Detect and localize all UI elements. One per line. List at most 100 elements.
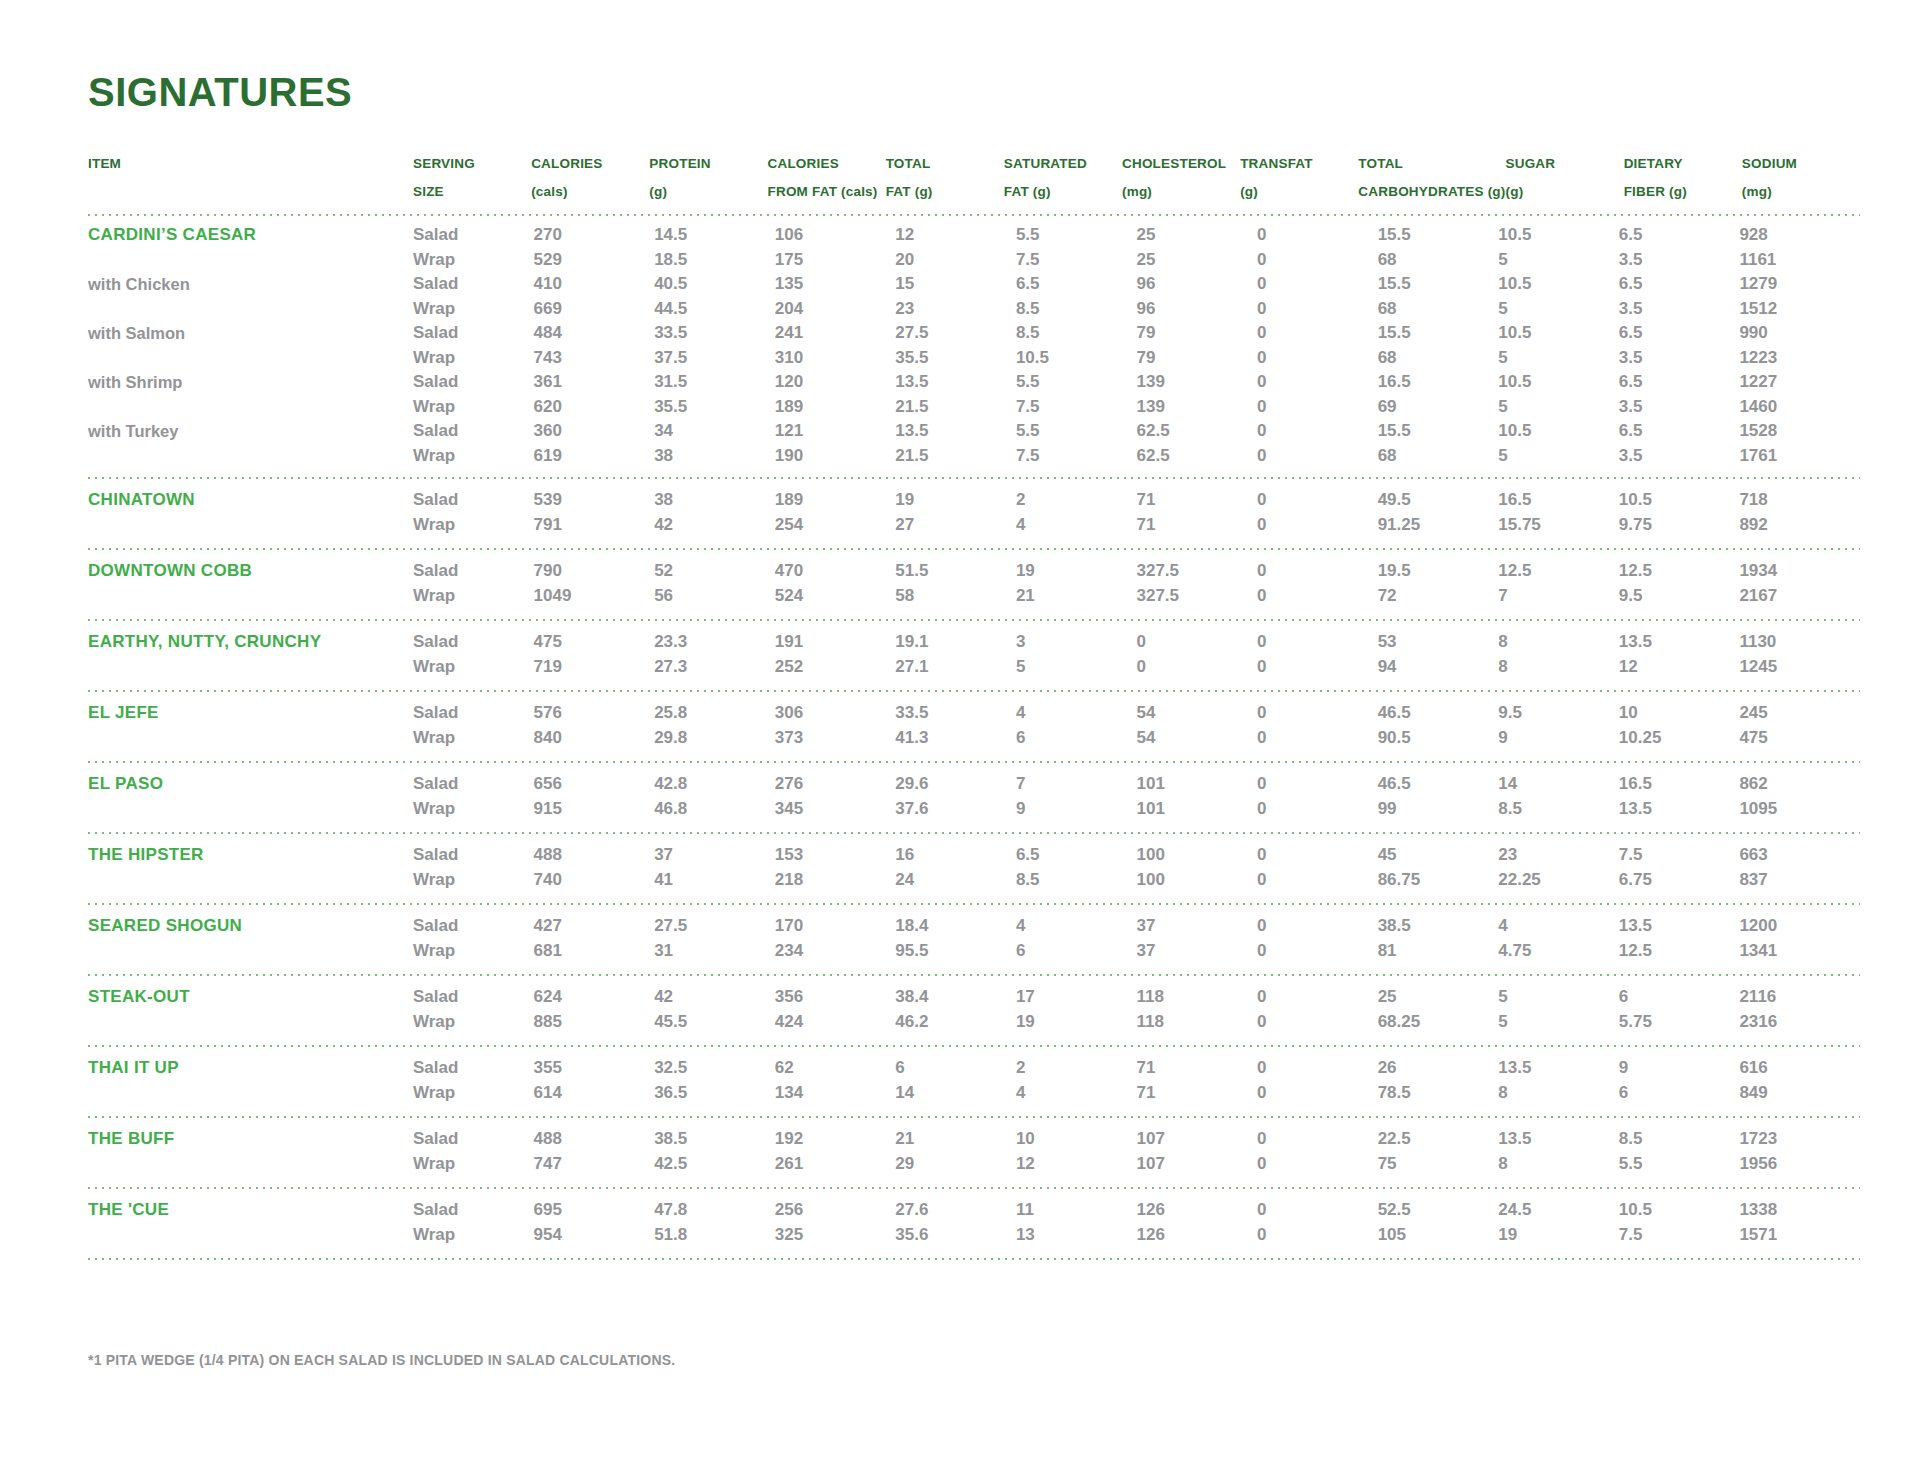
table-row: with SalmonSalad48433.524127.58.579015.5… <box>88 321 1860 346</box>
value-cell-sodium: 2316 <box>1739 1010 1860 1035</box>
value-cell-transfat: 0 <box>1257 395 1378 420</box>
table-row: Wrap1049565245821327.507279.52167 <box>88 584 1860 609</box>
value-cell-dietary-fiber: 8.5 <box>1619 1127 1740 1152</box>
value-cell-saturated-fat: 19 <box>1016 1010 1137 1035</box>
serving-size-cell: Wrap <box>413 939 534 964</box>
value-cell-transfat: 0 <box>1257 726 1378 751</box>
value-cell-protein: 31.5 <box>654 370 775 395</box>
value-cell-dietary-fiber: 9.5 <box>1619 584 1740 609</box>
value-cell-transfat: 0 <box>1257 772 1378 797</box>
value-cell-protein: 23.3 <box>654 630 775 655</box>
value-cell-dietary-fiber: 10.5 <box>1619 1198 1740 1223</box>
value-cell-protein: 37.5 <box>654 346 775 371</box>
value-cell-calories: 619 <box>534 444 655 469</box>
value-cell-transfat: 0 <box>1257 223 1378 248</box>
value-cell-calories-from-fat: 189 <box>775 488 896 513</box>
value-cell-transfat: 0 <box>1257 370 1378 395</box>
value-cell-transfat: 0 <box>1257 868 1378 893</box>
value-cell-saturated-fat: 3 <box>1016 630 1137 655</box>
value-cell-sugar: 5 <box>1498 985 1619 1010</box>
value-cell-calories-from-fat: 470 <box>775 559 896 584</box>
value-cell-calories-from-fat: 192 <box>775 1127 896 1152</box>
value-cell-sodium: 475 <box>1739 726 1860 751</box>
value-cell-calories: 475 <box>534 630 655 655</box>
value-cell-transfat: 0 <box>1257 985 1378 1010</box>
serving-size-cell: Wrap <box>413 1152 534 1177</box>
column-header-cholesterol: CHOLESTEROL(mg) <box>1122 150 1240 206</box>
value-cell-calories-from-fat: 190 <box>775 444 896 469</box>
value-cell-calories: 885 <box>534 1010 655 1035</box>
value-cell-calories: 695 <box>534 1198 655 1223</box>
column-header-total-fat: TOTALFAT (g) <box>886 150 1004 206</box>
value-cell-total-carbohydrates: 52.5 <box>1378 1198 1499 1223</box>
value-cell-calories-from-fat: 170 <box>775 914 896 939</box>
value-cell-sodium: 2116 <box>1739 985 1860 1010</box>
value-cell-sugar: 16.5 <box>1498 488 1619 513</box>
value-cell-calories: 361 <box>534 370 655 395</box>
column-header-calories: CALORIES(cals) <box>531 150 649 206</box>
value-cell-protein: 25.8 <box>654 701 775 726</box>
value-cell-cholesterol: 126 <box>1137 1198 1258 1223</box>
value-cell-dietary-fiber: 6.5 <box>1619 370 1740 395</box>
value-cell-sodium: 1130 <box>1739 630 1860 655</box>
value-cell-protein: 42.8 <box>654 772 775 797</box>
value-cell-sugar: 13.5 <box>1498 1127 1619 1152</box>
value-cell-saturated-fat: 2 <box>1016 488 1137 513</box>
value-cell-total-carbohydrates: 19.5 <box>1378 559 1499 584</box>
value-cell-calories: 790 <box>534 559 655 584</box>
table-row: EARTHY, NUTTY, CRUNCHYSalad47523.319119.… <box>88 630 1860 655</box>
value-cell-cholesterol: 100 <box>1137 868 1258 893</box>
value-cell-saturated-fat: 7.5 <box>1016 248 1137 273</box>
value-cell-calories: 576 <box>534 701 655 726</box>
value-cell-sodium: 862 <box>1739 772 1860 797</box>
value-cell-calories: 620 <box>534 395 655 420</box>
value-cell-protein: 42 <box>654 513 775 538</box>
value-cell-total-carbohydrates: 22.5 <box>1378 1127 1499 1152</box>
value-cell-transfat: 0 <box>1257 559 1378 584</box>
value-cell-saturated-fat: 7.5 <box>1016 444 1137 469</box>
value-cell-sugar: 4 <box>1498 914 1619 939</box>
value-cell-dietary-fiber: 6.5 <box>1619 321 1740 346</box>
menu-section: THE 'CUESalad69547.825627.611126052.524.… <box>88 1189 1860 1258</box>
value-cell-protein: 33.5 <box>654 321 775 346</box>
value-cell-total-carbohydrates: 78.5 <box>1378 1081 1499 1106</box>
serving-size-cell: Salad <box>413 321 534 346</box>
value-cell-sodium: 849 <box>1739 1081 1860 1106</box>
value-cell-calories: 915 <box>534 797 655 822</box>
menu-section: THE HIPSTERSalad48837153166.5100045237.5… <box>88 834 1860 903</box>
table-row: Wrap74041218248.5100086.7522.256.75837 <box>88 868 1860 893</box>
serving-size-cell: Salad <box>413 1056 534 1081</box>
value-cell-calories: 954 <box>534 1223 655 1248</box>
serving-size-cell: Wrap <box>413 395 534 420</box>
value-cell-sodium: 718 <box>1739 488 1860 513</box>
value-cell-calories-from-fat: 121 <box>775 419 896 444</box>
value-cell-sodium: 616 <box>1739 1056 1860 1081</box>
page-title: SIGNATURES <box>88 70 1860 114</box>
value-cell-total-carbohydrates: 15.5 <box>1378 321 1499 346</box>
serving-size-cell: Wrap <box>413 513 534 538</box>
value-cell-total-fat: 58 <box>895 584 1016 609</box>
table-row: CHINATOWNSalad5393818919271049.516.510.5… <box>88 488 1860 513</box>
value-cell-calories-from-fat: 276 <box>775 772 896 797</box>
value-cell-transfat: 0 <box>1257 248 1378 273</box>
value-cell-transfat: 0 <box>1257 843 1378 868</box>
dotted-divider <box>88 1258 1860 1260</box>
table-row: Wrap61436.513414471078.586849 <box>88 1081 1860 1106</box>
value-cell-cholesterol: 96 <box>1137 272 1258 297</box>
serving-size-cell: Salad <box>413 843 534 868</box>
value-cell-protein: 46.8 <box>654 797 775 822</box>
column-header-serving-size: SERVINGSIZE <box>413 150 531 206</box>
table-row: Wrap95451.832535.6131260105197.51571 <box>88 1223 1860 1248</box>
value-cell-protein: 38 <box>654 488 775 513</box>
value-cell-cholesterol: 37 <box>1137 939 1258 964</box>
value-cell-cholesterol: 79 <box>1137 346 1258 371</box>
value-cell-cholesterol: 107 <box>1137 1127 1258 1152</box>
value-cell-sodium: 837 <box>1739 868 1860 893</box>
table-row: THE BUFFSalad48838.51922110107022.513.58… <box>88 1127 1860 1152</box>
value-cell-calories-from-fat: 306 <box>775 701 896 726</box>
serving-size-cell: Wrap <box>413 655 534 680</box>
value-cell-saturated-fat: 4 <box>1016 513 1137 538</box>
value-cell-cholesterol: 139 <box>1137 370 1258 395</box>
table-row: Wrap66944.5204238.59606853.51512 <box>88 297 1860 322</box>
menu-section: CHINATOWNSalad5393818919271049.516.510.5… <box>88 479 1860 548</box>
